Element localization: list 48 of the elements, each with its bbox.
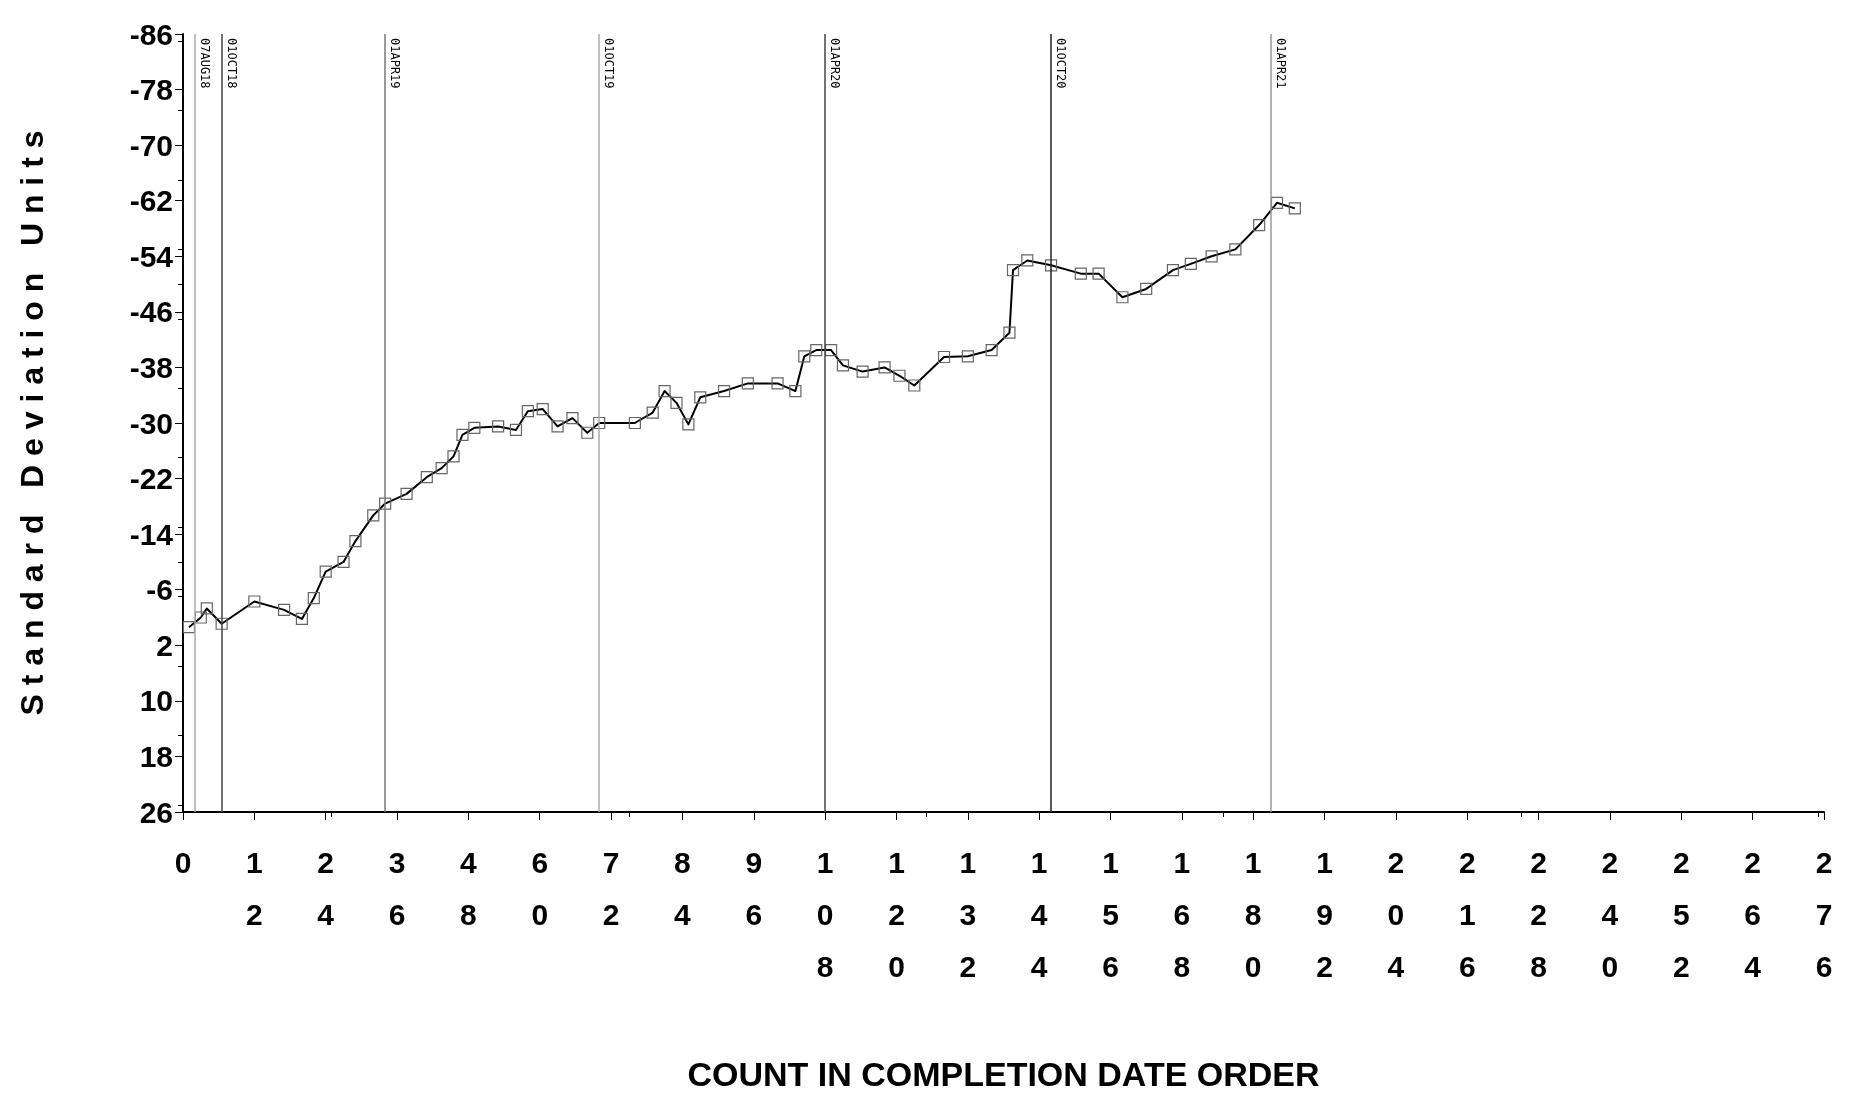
y-tick-label: -54 xyxy=(129,239,174,273)
x-tick-label: 1 6 8 xyxy=(1173,845,1191,983)
x-tick-label: 2 1 6 xyxy=(1458,845,1476,983)
x-tick-label: 0 xyxy=(174,845,192,879)
x-tick-label: 2 6 4 xyxy=(1744,845,1762,983)
x-tick-label: 8 4 xyxy=(674,845,692,931)
y-tick-label: -6 xyxy=(146,573,173,607)
ref-line-label: 01APR19 xyxy=(388,38,403,89)
x-tick-label: 2 7 6 xyxy=(1815,845,1833,983)
x-tick-label: 6 0 xyxy=(531,845,549,931)
x-tick-label: 2 0 4 xyxy=(1387,845,1405,983)
x-tick-label: 1 4 4 xyxy=(1030,845,1048,983)
y-tick-label: 26 xyxy=(139,795,173,829)
y-tick-label: -14 xyxy=(129,517,174,551)
y-tick-label: -46 xyxy=(129,295,173,329)
x-tick-label: 1 8 0 xyxy=(1244,845,1262,983)
y-tick-label: -22 xyxy=(129,462,173,496)
ref-line-label: 01APR20 xyxy=(828,38,843,89)
x-tick-label: 1 2 xyxy=(246,845,263,931)
y-tick-label: -30 xyxy=(129,406,173,440)
ref-line-label: 01OCT18 xyxy=(224,38,239,89)
ref-line-label: 01APR21 xyxy=(1274,38,1289,89)
y-tick-label: 2 xyxy=(156,628,173,662)
x-tick-label: 2 5 2 xyxy=(1672,845,1690,983)
x-tick-label: 2 4 xyxy=(317,845,335,931)
ref-line-label: 01OCT19 xyxy=(602,38,617,89)
y-tick-label: -38 xyxy=(129,350,173,384)
y-tick-label: -86 xyxy=(129,17,173,51)
x-tick-label: 1 2 0 xyxy=(888,845,905,983)
y-tick-label: 10 xyxy=(139,684,173,718)
x-tick-label: 4 8 xyxy=(460,845,478,931)
x-tick-label: 2 2 8 xyxy=(1530,845,1547,983)
x-tick-label: 2 4 0 xyxy=(1601,845,1619,983)
y-axis-title: S t a n d a r d D e v i a t i o n U n i t s xyxy=(14,130,50,716)
x-tick-label: 3 6 xyxy=(388,845,406,931)
x-tick-label: 1 3 2 xyxy=(959,845,977,983)
y-tick-label: -70 xyxy=(129,128,173,162)
ref-line-label: 07AUG18 xyxy=(197,38,212,89)
x-axis-title: COUNT IN COMPLETION DATE ORDER xyxy=(687,1055,1320,1093)
x-tick-label: 9 6 xyxy=(745,845,763,931)
x-tick-label: 1 9 2 xyxy=(1316,845,1333,983)
x-tick-label: 1 5 6 xyxy=(1102,845,1119,983)
ref-line-label: 01OCT20 xyxy=(1054,38,1069,89)
y-tick-label: -62 xyxy=(129,184,173,218)
y-tick-label: 18 xyxy=(139,739,173,773)
x-tick-label: 1 0 8 xyxy=(816,845,834,983)
x-tick-label: 7 2 xyxy=(602,845,620,931)
y-tick-label: -78 xyxy=(129,73,173,107)
